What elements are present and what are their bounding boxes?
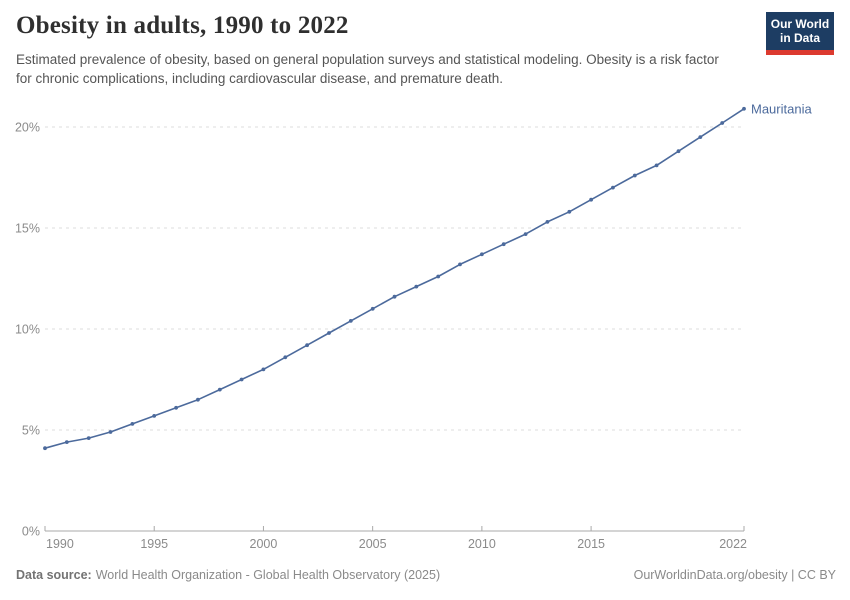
data-point[interactable]	[305, 343, 309, 348]
data-point[interactable]	[567, 209, 572, 214]
data-point[interactable]	[523, 232, 528, 237]
chart-header: Obesity in adults, 1990 to 2022 Estimate…	[16, 12, 834, 88]
data-point[interactable]	[239, 377, 244, 382]
data-point[interactable]	[458, 262, 462, 267]
x-tick-label: 2010	[468, 537, 496, 551]
owid-logo-line1: Our World	[770, 17, 830, 31]
data-point[interactable]	[43, 446, 47, 451]
data-point[interactable]	[501, 242, 506, 247]
footer-credit-link[interactable]: OurWorldinData.org/obesity | CC BY	[633, 568, 836, 582]
owid-logo-line2: in Data	[779, 31, 820, 45]
data-point[interactable]	[436, 274, 441, 279]
data-point[interactable]	[152, 414, 157, 418]
data-point[interactable]	[676, 149, 681, 154]
data-point[interactable]	[632, 173, 637, 178]
data-point[interactable]	[327, 331, 331, 335]
y-tick-label: 0%	[22, 525, 40, 539]
data-point[interactable]	[611, 185, 615, 190]
chart-footer: Data source: World Health Organization - …	[16, 568, 836, 582]
x-tick-label: 2000	[250, 537, 278, 551]
series-line[interactable]	[44, 108, 745, 450]
data-point[interactable]	[480, 252, 484, 257]
data-point[interactable]	[108, 430, 113, 434]
data-source-text: World Health Organization - Global Healt…	[95, 568, 441, 582]
data-point[interactable]	[589, 197, 593, 202]
data-point[interactable]	[196, 397, 200, 402]
data-point[interactable]	[217, 387, 222, 392]
data-point[interactable]	[283, 355, 288, 360]
x-tick-label: 2005	[359, 537, 387, 551]
chart-subtitle: Estimated prevalence of obesity, based o…	[16, 52, 719, 86]
x-tick-label: 1995	[140, 537, 168, 551]
data-source-label: Data source:	[16, 568, 92, 582]
x-tick-label: 2015	[577, 537, 605, 551]
owid-logo[interactable]: Our World in Data	[766, 12, 834, 55]
data-point[interactable]	[392, 294, 397, 299]
data-point[interactable]	[348, 319, 353, 323]
data-point[interactable]	[545, 220, 550, 224]
data-point[interactable]	[698, 135, 703, 140]
y-tick-label: 10%	[15, 323, 40, 337]
data-point[interactable]	[370, 306, 375, 311]
data-source: Data source: World Health Organization - …	[16, 568, 440, 582]
y-tick-label: 15%	[15, 222, 40, 236]
data-point[interactable]	[174, 405, 179, 410]
series-end-label[interactable]: Mauritania	[751, 101, 812, 116]
data-point[interactable]	[720, 121, 725, 125]
x-tick-label: 1990	[46, 537, 74, 551]
data-point[interactable]	[64, 440, 69, 444]
data-point[interactable]	[130, 422, 135, 426]
data-point[interactable]	[86, 436, 91, 440]
y-tick-label: 20%	[15, 121, 40, 135]
series-mauritania[interactable]	[43, 106, 746, 451]
data-point[interactable]	[261, 367, 266, 372]
data-point[interactable]	[654, 163, 659, 168]
data-point[interactable]	[414, 284, 419, 289]
y-tick-label: 5%	[22, 424, 40, 438]
page-title: Obesity in adults, 1990 to 2022	[16, 12, 349, 39]
data-point[interactable]	[742, 106, 746, 111]
x-tick-label: 2022	[719, 537, 747, 551]
